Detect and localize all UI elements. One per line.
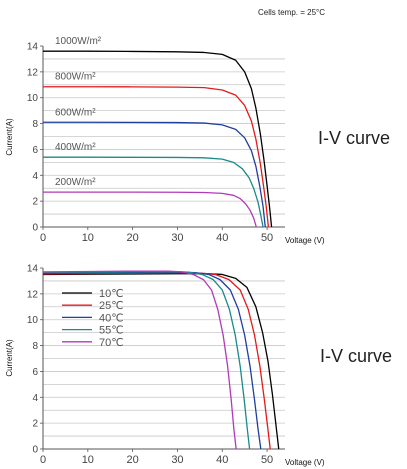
- series-line: [43, 50, 273, 228]
- legend-label: 40℃: [99, 312, 124, 324]
- series-label: 800W/m²: [55, 72, 96, 83]
- series-line: [43, 86, 270, 228]
- x-tick-label: 40: [216, 232, 228, 244]
- y-tick-label: 14: [27, 42, 39, 53]
- x-tick-label: 0: [40, 454, 46, 466]
- y-tick-label: 6: [32, 367, 38, 378]
- y-axis-label: Current(A): [5, 339, 14, 377]
- series-label: 200W/m²: [55, 177, 96, 188]
- temperature-iv-chart: 0 2 4 6 8 10 12 14 0 10 20 30 40 50 Voltage (V) Current…: [5, 264, 392, 468]
- series-line: [42, 270, 237, 450]
- x-tick-label: 20: [127, 454, 139, 466]
- y-tick-label: 12: [27, 289, 39, 300]
- y-tick-label: 10: [27, 93, 39, 104]
- cells-temperature-note: Cells temp. = 25°C: [258, 8, 325, 17]
- legend-label: 55℃: [99, 325, 124, 337]
- y-tick-label: 14: [27, 264, 39, 275]
- y-tick-label: 0: [32, 223, 38, 234]
- y-axis-label: Current(A): [5, 118, 14, 156]
- series-line: [42, 270, 251, 450]
- y-tick-label: 2: [32, 419, 38, 430]
- x-tick-label: 10: [82, 454, 94, 466]
- x-tick-label: 40: [216, 454, 228, 466]
- x-tick-label: 20: [127, 232, 139, 244]
- series-line: [43, 191, 257, 228]
- x-tick-label: 30: [171, 232, 183, 244]
- x-tick-label: 50: [261, 232, 273, 244]
- series-label: 400W/m²: [55, 142, 96, 153]
- side-curve-label: I-V curve: [320, 346, 392, 366]
- y-tick-label: 4: [32, 171, 38, 182]
- y-tick-label: 4: [32, 393, 38, 404]
- x-axis-label: Voltage (V): [285, 458, 325, 467]
- irradiance-iv-chart: 0 2 4 6 8 10 12 14 0 10 20 30 40 50 Voltage (V) Current…: [5, 36, 390, 245]
- y-tick-label: 6: [32, 145, 38, 156]
- legend-label: 70℃: [99, 337, 124, 349]
- y-tick-label: 2: [32, 197, 38, 208]
- x-tick-label: 50: [261, 454, 273, 466]
- y-tick-label: 8: [32, 119, 38, 130]
- y-tick-label: 0: [32, 445, 38, 456]
- side-curve-label: I-V curve: [318, 128, 390, 148]
- x-tick-label: 0: [40, 232, 46, 244]
- legend-label: 25℃: [99, 300, 124, 312]
- x-tick-label: 30: [171, 454, 183, 466]
- series-label: 1000W/m²: [55, 36, 102, 47]
- series-line: [42, 272, 280, 450]
- series-line: [43, 156, 264, 228]
- legend-label: 10℃: [99, 288, 124, 300]
- x-tick-label: 10: [82, 232, 94, 244]
- y-tick-label: 8: [32, 341, 38, 352]
- series-label: 600W/m²: [55, 107, 96, 118]
- x-axis-label: Voltage (V): [285, 236, 325, 245]
- series-line: [42, 271, 262, 450]
- series-line: [42, 272, 271, 450]
- y-tick-label: 12: [27, 67, 39, 78]
- series-line: [43, 121, 266, 228]
- y-tick-label: 10: [27, 315, 39, 326]
